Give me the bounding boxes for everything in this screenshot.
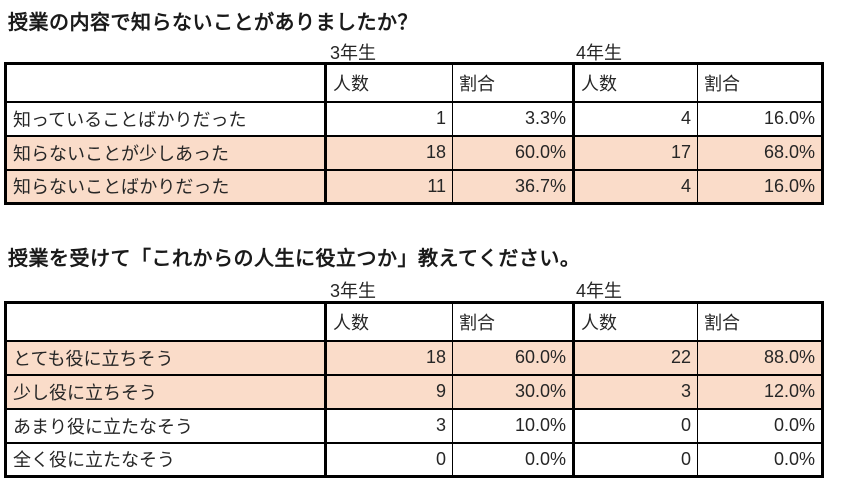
count-value-cell: 9 xyxy=(324,373,453,410)
count-value-cell: 0 xyxy=(572,441,698,478)
row-label: 知らないことばかりだった xyxy=(5,168,326,205)
grade-header-3rd-grade: 3年生 xyxy=(330,43,377,63)
count-value-cell: 0 xyxy=(324,441,453,478)
corner-cell xyxy=(5,62,326,103)
count-value-cell: 3 xyxy=(572,373,698,410)
count-value-cell: 1 xyxy=(324,100,453,137)
row-label: 知らないことが少しあった xyxy=(5,134,326,171)
ratio-value-cell: 16.0% xyxy=(697,168,823,205)
table-row: 知っていることばかりだった 1 3.3% 4 16.0% xyxy=(5,100,823,137)
column-header-ratio: 割合 xyxy=(697,62,823,103)
ratio-value-cell: 0.0% xyxy=(697,441,823,478)
grade-header-4th-grade: 4年生 xyxy=(576,43,623,63)
ratio-value-cell: 88.0% xyxy=(697,339,823,376)
ratio-value-cell: 0.0% xyxy=(452,441,574,478)
table-row: 全く役に立たなそう 0 0.0% 0 0.0% xyxy=(5,441,823,478)
column-header-count: 人数 xyxy=(324,62,453,103)
ratio-value-cell: 30.0% xyxy=(452,373,574,410)
column-header-row: 人数 割合 人数 割合 xyxy=(5,62,823,103)
count-value-cell: 4 xyxy=(572,168,698,205)
column-header-count: 人数 xyxy=(324,301,453,342)
column-header-count: 人数 xyxy=(572,301,698,342)
corner-cell xyxy=(5,301,326,342)
count-value-cell: 0 xyxy=(572,407,698,444)
table-row: 知らないことばかりだった 11 36.7% 4 16.0% xyxy=(5,168,823,205)
ratio-value-cell: 36.7% xyxy=(452,168,574,205)
ratio-value-cell: 60.0% xyxy=(452,339,574,376)
column-header-count: 人数 xyxy=(572,62,698,103)
table-row: あまり役に立たなそう 3 10.0% 0 0.0% xyxy=(5,407,823,444)
question-title-usefulness: 授業を受けて「これからの人生に役立つか」教えてください。 xyxy=(8,248,581,270)
count-value-cell: 4 xyxy=(572,100,698,137)
ratio-value-cell: 16.0% xyxy=(697,100,823,137)
grade-header-3rd-grade: 3年生 xyxy=(330,281,377,301)
column-header-ratio: 割合 xyxy=(452,301,574,342)
survey-table-lesson-content: 人数 割合 人数 割合 知っていることばかりだった 1 3.3% 4 16.0% 知らないことが少… xyxy=(4,62,824,205)
column-header-row: 人数 割合 人数 割合 xyxy=(5,301,823,342)
count-value-cell: 17 xyxy=(572,134,698,171)
survey-table-usefulness: 人数 割合 人数 割合 とても役に立ちそう 18 60.0% 22 88.0% 少し役に立ちそう 9… xyxy=(4,301,824,478)
table-row: 少し役に立ちそう 9 30.0% 3 12.0% xyxy=(5,373,823,410)
ratio-value-cell: 0.0% xyxy=(697,407,823,444)
row-label: とても役に立ちそう xyxy=(5,339,326,376)
column-header-ratio: 割合 xyxy=(452,62,574,103)
row-label: 知っていることばかりだった xyxy=(5,100,326,137)
question-title-lesson-content: 授業の内容で知らないことがありましたか？ xyxy=(8,12,418,34)
column-header-ratio: 割合 xyxy=(697,301,823,342)
table-row: とても役に立ちそう 18 60.0% 22 88.0% xyxy=(5,339,823,376)
row-label: 少し役に立ちそう xyxy=(5,373,326,410)
row-label: 全く役に立たなそう xyxy=(5,441,326,478)
ratio-value-cell: 12.0% xyxy=(697,373,823,410)
table-row: 知らないことが少しあった 18 60.0% 17 68.0% xyxy=(5,134,823,171)
ratio-value-cell: 3.3% xyxy=(452,100,574,137)
count-value-cell: 11 xyxy=(324,168,453,205)
ratio-value-cell: 10.0% xyxy=(452,407,574,444)
count-value-cell: 18 xyxy=(324,339,453,376)
row-label: あまり役に立たなそう xyxy=(5,407,326,444)
ratio-value-cell: 68.0% xyxy=(697,134,823,171)
count-value-cell: 22 xyxy=(572,339,698,376)
ratio-value-cell: 60.0% xyxy=(452,134,574,171)
count-value-cell: 18 xyxy=(324,134,453,171)
count-value-cell: 3 xyxy=(324,407,453,444)
grade-header-4th-grade: 4年生 xyxy=(576,281,623,301)
